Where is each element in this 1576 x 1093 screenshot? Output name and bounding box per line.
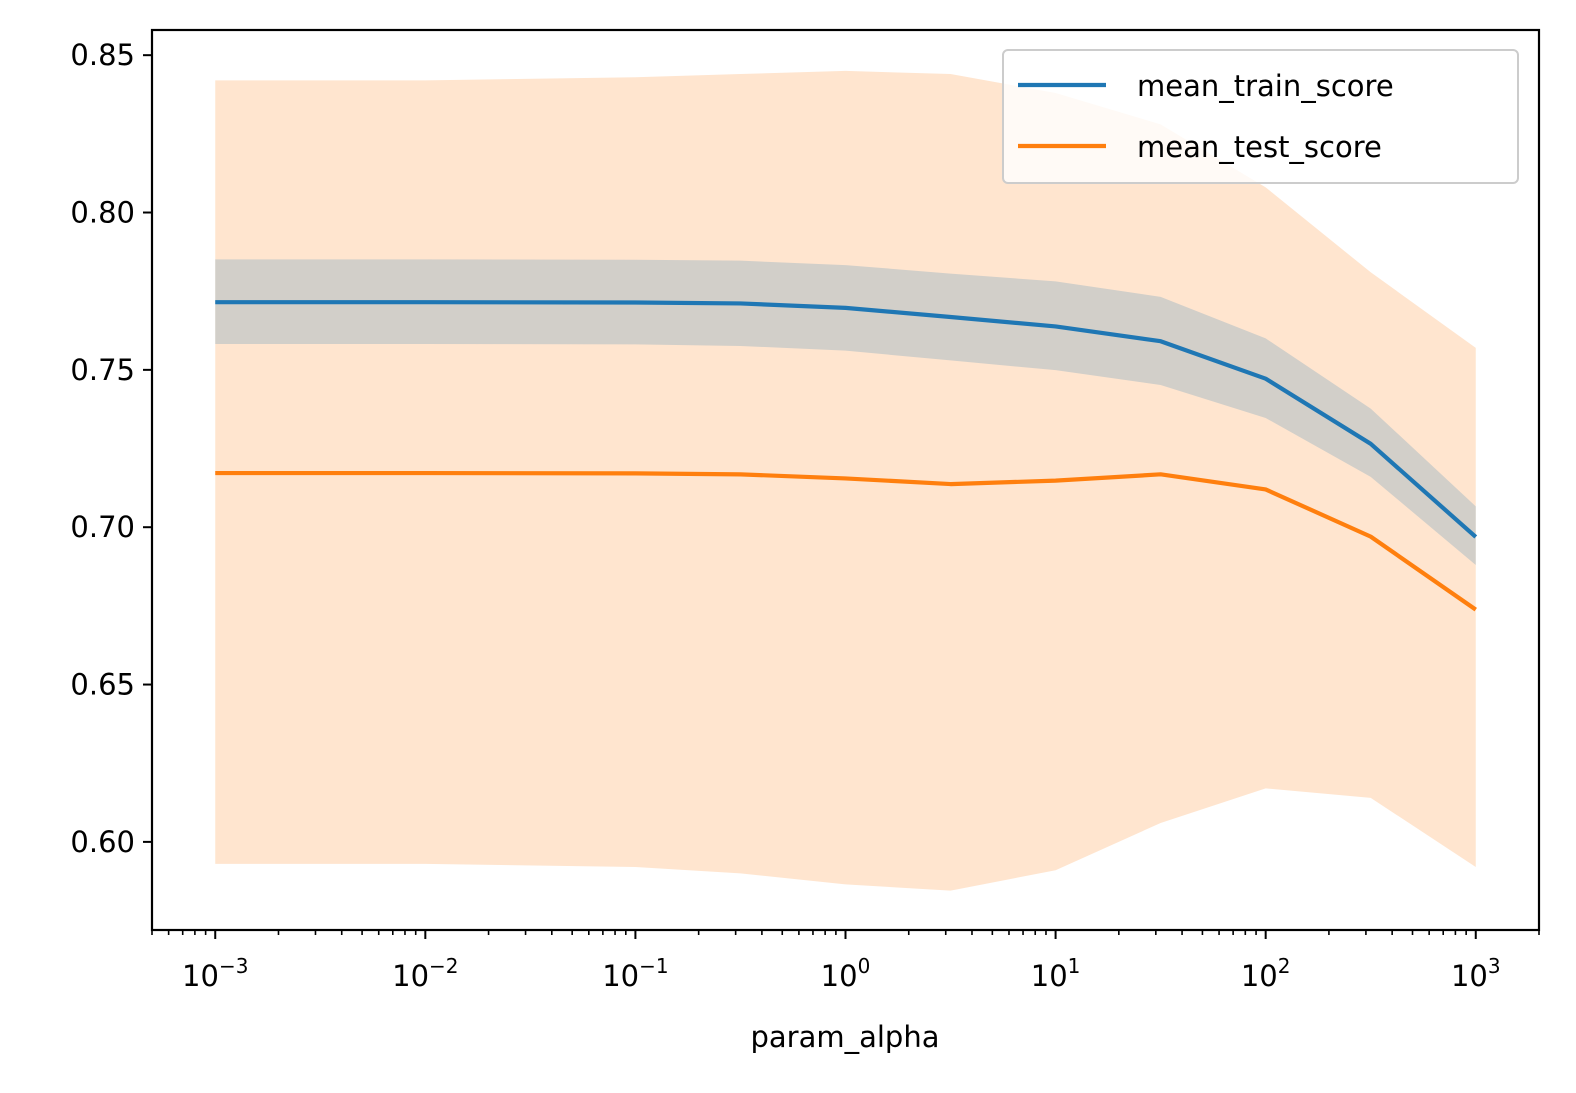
x-tick-label: 10−3 xyxy=(182,954,248,993)
mean-train-score-line xyxy=(215,300,1478,539)
y-tick-label: 0.85 xyxy=(70,38,135,72)
x-tick-label: 101 xyxy=(1031,954,1081,993)
x-axis-ticks: 10−3 10−2 10−1 100 101 102 103 xyxy=(151,930,1540,993)
legend-box xyxy=(1002,49,1519,184)
y-tick-label: 0.75 xyxy=(70,353,135,387)
legend-label: mean_train_score xyxy=(1137,69,1394,103)
y-tick-label: 0.60 xyxy=(70,825,135,859)
error-bands xyxy=(215,70,1476,891)
x-tick-label: 10−2 xyxy=(392,954,458,993)
y-tick-label: 0.65 xyxy=(70,668,135,702)
x-tick-label: 103 xyxy=(1451,954,1501,993)
x-tick-label: 102 xyxy=(1241,954,1291,993)
x-tick-label: 10−1 xyxy=(602,954,668,993)
mean-test-score-band xyxy=(215,70,1476,891)
legend-label: mean_test_score xyxy=(1137,130,1382,164)
y-tick-label: 0.70 xyxy=(70,510,135,544)
y-tick-label: 0.80 xyxy=(70,196,135,230)
mean-test-score-line xyxy=(215,470,1477,612)
series-lines xyxy=(215,300,1478,612)
mean-train-score-band xyxy=(215,259,1476,565)
x-axis-title: param_alpha xyxy=(750,1020,939,1054)
x-tick-label: 100 xyxy=(821,954,871,993)
legend: mean_train_score mean_test_score xyxy=(1002,49,1519,184)
y-axis-ticks: 0.60 0.65 0.70 0.75 0.80 0.85 xyxy=(70,38,152,859)
